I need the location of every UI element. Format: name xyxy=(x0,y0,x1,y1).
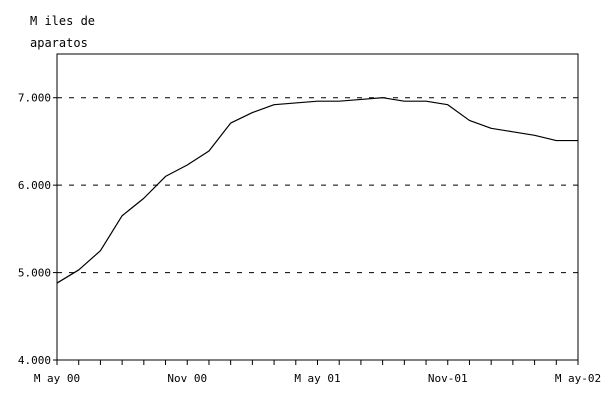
y-tick-label-3: 7.000 xyxy=(18,92,51,105)
x-tick-label-0: M ay 00 xyxy=(34,372,80,385)
x-tick-label-4: M ay-02 xyxy=(555,372,601,385)
y-tick-label-1: 5.000 xyxy=(18,267,51,280)
x-tick-label-2: M ay 01 xyxy=(294,372,340,385)
series-line-0 xyxy=(56,97,578,284)
x-tick-label-3: Nov-01 xyxy=(428,372,468,385)
plot-area-frame xyxy=(56,53,579,361)
y-tick-label-2: 6.000 xyxy=(18,179,51,192)
y-axis-title: M iles de aparatos xyxy=(30,14,96,50)
y-tick-label-0: 4.000 xyxy=(18,354,51,367)
x-tick-label-1: Nov 00 xyxy=(167,372,207,385)
